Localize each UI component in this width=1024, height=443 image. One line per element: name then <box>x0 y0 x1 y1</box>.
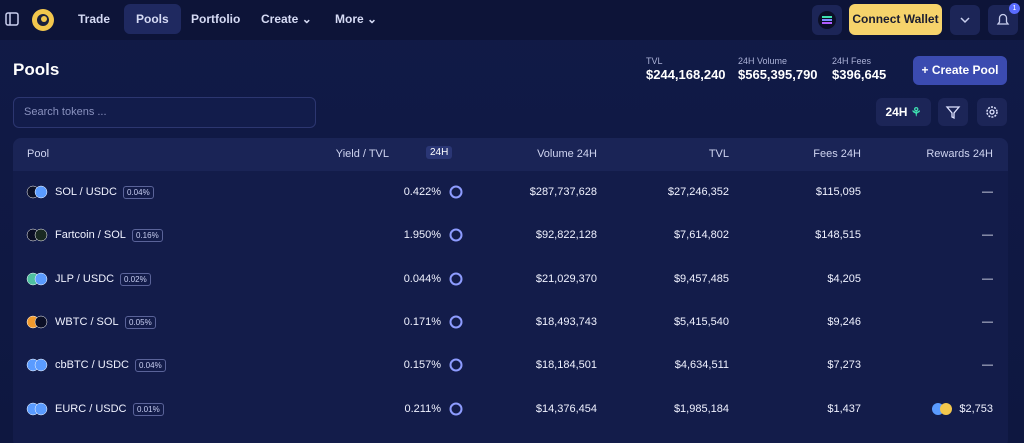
token-icons <box>26 315 48 329</box>
metric-value: $115,095 <box>815 186 861 198</box>
metric-value: $7,614,802 <box>673 229 729 242</box>
fee-tier: 0.01% <box>133 402 164 416</box>
metric-value: — <box>982 186 993 198</box>
yield-ring[interactable] <box>449 358 463 372</box>
column-header[interactable]: TVL <box>708 148 729 160</box>
nav-bar: Trade Pools Portfolio Create ⌄ More ⌄ Connec… <box>0 0 1024 40</box>
wallet-icon[interactable] <box>812 5 842 35</box>
create-pool-button[interactable]: + Create Pool <box>913 56 1007 85</box>
column-header[interactable]: Volume 24H <box>537 148 597 160</box>
yield-ring[interactable] <box>449 315 463 329</box>
column-header[interactable]: Fees 24H <box>813 148 861 160</box>
yield-value: 0.211% <box>404 402 442 415</box>
pool-name: WBTC / SOL <box>55 315 119 328</box>
yield-value: 0.171% <box>403 315 441 328</box>
create-pool-label: Create Pool <box>931 63 999 77</box>
nav-item[interactable]: Pools <box>124 4 181 34</box>
pool-row[interactable]: WBTC / SOL 0.05% 0.171% $18,493,743 $5,415,5… <box>13 301 1008 344</box>
yield-value: 1.950% <box>403 229 441 242</box>
pools-table: Pool Yield / TVL Volume 24H TVL Fees 24H Rewa… <box>13 138 1008 443</box>
pool-row[interactable]: SOL / USDC 0.04% 0.422% $287,737,628 $27,246… <box>13 171 1008 214</box>
column-header[interactable]: Rewards 24H <box>926 148 993 160</box>
metric-value: $9,246 <box>827 315 861 328</box>
yield-ring[interactable] <box>449 228 463 242</box>
stat-label: TVL <box>646 56 663 66</box>
notification-badge: 1 <box>1009 3 1020 14</box>
wallet-menu[interactable] <box>950 5 980 35</box>
fee-tier: 0.05% <box>125 315 156 329</box>
stat-label: 24H Volume <box>738 56 788 66</box>
yield-ring[interactable] <box>449 185 463 199</box>
pool-row[interactable]: EURC / USDC 0.01% 0.211% $14,376,454 $1,985,… <box>13 388 1008 431</box>
metric-value: $1,437 <box>827 402 861 415</box>
logo[interactable] <box>31 8 55 32</box>
token-icons <box>26 229 48 242</box>
filter-button[interactable] <box>938 98 968 126</box>
stat-value: $396,645 <box>832 67 887 82</box>
stat-label: 24H Fees <box>832 56 872 66</box>
yield-period-badge[interactable]: 24H <box>426 146 453 159</box>
search-input[interactable]: Search tokens ... <box>13 97 316 128</box>
sidebar-toggle[interactable] <box>5 12 19 26</box>
yield-value: 0.044% <box>403 272 441 285</box>
pool-name: JLP / USDC <box>55 272 115 285</box>
connect-wallet-button[interactable]: Connect Wallet <box>849 4 942 35</box>
yield-value: 0.157% <box>403 359 441 372</box>
metric-value: $4,205 <box>827 272 861 285</box>
metric-value: — <box>982 359 993 372</box>
yield-value: 0.422% <box>403 186 441 198</box>
metric-value: $21,029,370 <box>535 272 597 285</box>
stat-value: $565,395,790 <box>738 67 818 82</box>
metric-value: $4,634,511 <box>674 359 729 372</box>
column-header[interactable]: Pool <box>27 148 50 160</box>
fee-tier: 0.04% <box>123 186 154 199</box>
metric-value: $92,822,128 <box>535 229 597 242</box>
metric-value: — <box>982 272 993 285</box>
period-label: 24H <box>885 105 908 119</box>
token-icons <box>26 272 48 285</box>
fee-tier: 0.02% <box>120 272 151 286</box>
fee-tier: 0.04% <box>135 359 166 373</box>
search-placeholder: Search tokens ... <box>24 106 107 118</box>
page-title: Pools <box>13 60 60 79</box>
metric-value: $27,246,352 <box>667 186 729 198</box>
metric-value: $18,184,501 <box>535 359 597 372</box>
metric-value: $14,376,454 <box>535 402 597 415</box>
nav-item[interactable]: Create ⌄ <box>261 12 312 26</box>
token-icons <box>26 402 48 415</box>
metric-value: — <box>982 229 993 242</box>
token-icons <box>26 358 48 372</box>
stat-value: $244,168,240 <box>646 67 726 82</box>
nav-item[interactable]: More ⌄ <box>335 12 378 26</box>
metric-value: $18,493,743 <box>535 315 597 328</box>
pool-name: EURC / USDC <box>55 402 127 415</box>
pool-name: Fartcoin / SOL <box>55 229 126 242</box>
metric-value: $9,457,485 <box>673 272 729 285</box>
metric-value: — <box>982 315 993 328</box>
nav-item[interactable]: Portfolio <box>191 12 241 26</box>
fee-tier: 0.16% <box>132 229 163 243</box>
nav-item[interactable]: Trade <box>78 12 111 26</box>
pool-name: SOL / USDC <box>55 186 117 198</box>
pool-row[interactable]: JLP / USDC 0.02% 0.044% $21,029,370 $9,457,4… <box>13 258 1008 301</box>
token-icons <box>26 185 48 199</box>
yield-ring[interactable] <box>449 402 463 416</box>
metric-value: $287,737,628 <box>529 186 597 198</box>
metric-value: $7,273 <box>827 359 861 372</box>
period-selector[interactable]: 24H ⚘ <box>876 98 931 126</box>
column-header[interactable]: Yield / TVL <box>335 148 389 160</box>
settings-button[interactable] <box>977 98 1007 126</box>
pool-row[interactable]: Fartcoin / SOL 0.16% 1.950% $92,822,128 $7,6… <box>13 214 1008 257</box>
yield-ring[interactable] <box>449 272 463 286</box>
pool-row[interactable]: cbBTC / USDC 0.04% 0.157% $18,184,501 $4,634… <box>13 344 1008 387</box>
table-header <box>13 138 1008 171</box>
reward-icons <box>932 402 952 415</box>
metric-value: $148,515 <box>815 229 861 242</box>
metric-value: $1,985,184 <box>673 402 729 415</box>
metric-value: $5,415,540 <box>673 315 729 328</box>
metric-value: $2,753 <box>959 402 993 415</box>
pool-name: cbBTC / USDC <box>55 359 129 372</box>
